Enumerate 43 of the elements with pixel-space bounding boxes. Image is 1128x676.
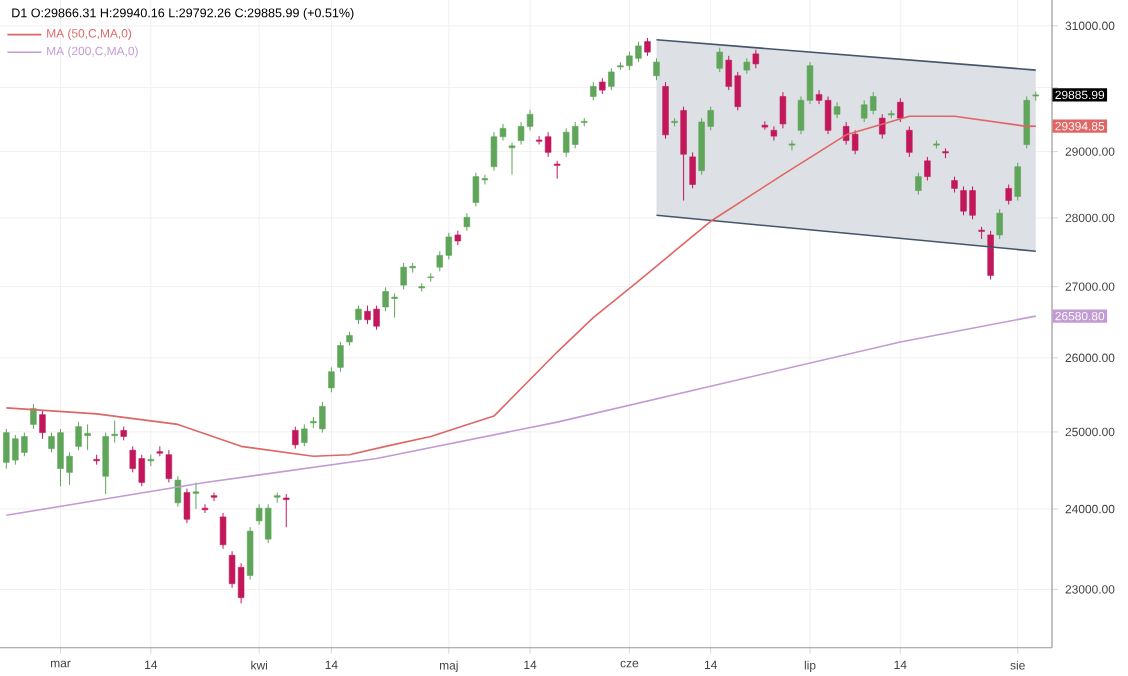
candlestick [39, 409, 46, 440]
candlestick [788, 140, 796, 151]
candlestick [590, 81, 597, 101]
candlestick [219, 512, 227, 550]
candlestick [283, 493, 290, 528]
candlestick [30, 403, 37, 430]
candlestick [924, 156, 931, 182]
candlestick [472, 172, 480, 207]
candlestick [608, 67, 615, 91]
candlestick [1014, 162, 1021, 202]
candlestick [906, 125, 913, 158]
candlestick [165, 449, 173, 483]
candlestick [508, 142, 516, 176]
candlestick [987, 230, 994, 281]
candlestick [779, 91, 787, 129]
candlestick [192, 481, 200, 510]
candlestick [337, 341, 344, 373]
candlestick [996, 208, 1003, 240]
candlestick [102, 432, 109, 495]
candlestick [237, 562, 245, 604]
line-series [5, 315, 1037, 517]
line-series [5, 115, 1037, 458]
candlestick [680, 106, 687, 202]
candlestick [1005, 183, 1012, 205]
candlestick [301, 423, 308, 447]
candlestick [689, 151, 696, 189]
candlestick [544, 131, 552, 158]
candlestick [716, 47, 723, 73]
candlestick [1023, 95, 1030, 149]
candlestick [915, 172, 922, 195]
candlestick [752, 49, 760, 69]
candlestick [770, 125, 778, 142]
candlestick [355, 305, 362, 325]
candlestick [183, 488, 191, 524]
candlestick [851, 129, 859, 155]
candlestick [246, 526, 254, 581]
candlestick [174, 475, 182, 508]
candlestick [111, 420, 118, 444]
candlestick [328, 366, 335, 393]
candlestick [653, 57, 660, 81]
candlestick [897, 97, 904, 123]
candlestick [292, 426, 299, 450]
candlestick [879, 113, 886, 140]
